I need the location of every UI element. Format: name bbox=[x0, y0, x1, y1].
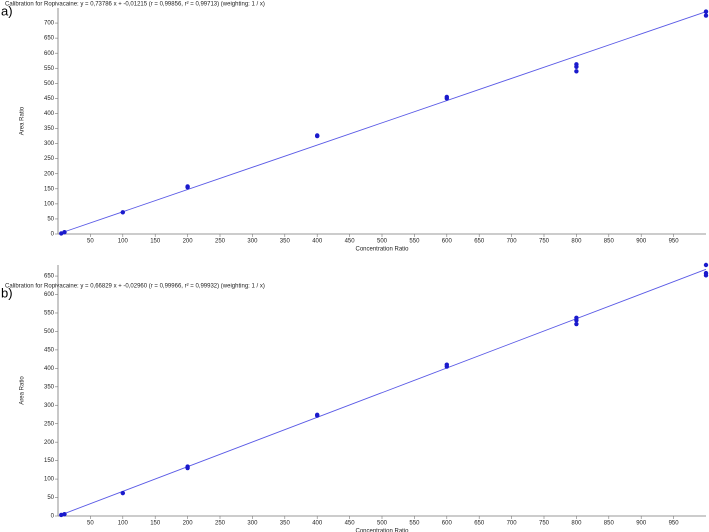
x-tick-label: 150 bbox=[150, 239, 161, 245]
x-tick-label: 800 bbox=[571, 239, 582, 245]
y-tick-label: 450 bbox=[44, 347, 55, 353]
x-tick-label: 700 bbox=[507, 521, 518, 527]
x-tick-label: 250 bbox=[215, 521, 226, 527]
data-point bbox=[703, 13, 709, 18]
x-tick-label: 800 bbox=[571, 521, 582, 527]
panel-label: b) bbox=[1, 285, 13, 300]
y-tick-label: 200 bbox=[44, 171, 55, 177]
y-tick-label: 250 bbox=[44, 421, 55, 427]
y-tick-label: 550 bbox=[44, 311, 55, 317]
x-tick-label: 650 bbox=[474, 239, 485, 245]
y-tick-label: 550 bbox=[44, 66, 55, 72]
x-tick-label: 850 bbox=[604, 239, 615, 245]
y-tick-label: 400 bbox=[44, 111, 55, 117]
x-tick-label: 350 bbox=[280, 521, 291, 527]
y-tick-label: 0 bbox=[51, 232, 55, 238]
y-tick-label: 100 bbox=[44, 477, 55, 483]
x-tick-label: 650 bbox=[474, 521, 485, 527]
x-tick-label: 100 bbox=[118, 239, 129, 245]
y-tick-label: 200 bbox=[44, 440, 55, 446]
y-tick-label: 150 bbox=[44, 186, 55, 192]
y-tick-label: 650 bbox=[44, 274, 55, 280]
x-tick-label: 900 bbox=[636, 239, 647, 245]
x-tick-label: 100 bbox=[118, 521, 129, 527]
x-tick-label: 950 bbox=[669, 521, 680, 527]
data-point bbox=[574, 321, 579, 327]
y-tick-label: 300 bbox=[44, 141, 55, 147]
y-axis-title: Area Ratio bbox=[20, 106, 26, 135]
x-tick-label: 350 bbox=[280, 239, 291, 245]
y-tick-label: 350 bbox=[44, 126, 55, 132]
y-tick-label: 500 bbox=[44, 81, 55, 87]
x-tick-label: 750 bbox=[539, 239, 550, 245]
y-tick-label: 100 bbox=[44, 201, 55, 207]
panel-label: a) bbox=[1, 3, 13, 18]
data-point bbox=[120, 490, 126, 496]
y-tick-label: 300 bbox=[44, 403, 55, 409]
data-point bbox=[703, 270, 709, 276]
y-tick-label: 150 bbox=[44, 458, 55, 464]
x-tick-label: 700 bbox=[507, 239, 518, 245]
x-tick-label: 600 bbox=[442, 521, 453, 527]
y-tick-label: 500 bbox=[44, 329, 55, 335]
x-tick-label: 550 bbox=[409, 239, 420, 245]
x-tick-label: 450 bbox=[345, 239, 356, 245]
x-tick-label: 600 bbox=[442, 239, 453, 245]
chart-title: Calibration for Ropivacaine: y = 0,73786… bbox=[5, 2, 265, 8]
y-tick-label: 50 bbox=[47, 495, 54, 501]
data-point bbox=[315, 412, 320, 418]
data-point bbox=[185, 464, 190, 469]
data-point bbox=[444, 362, 449, 367]
x-axis-title: Concentration Ratio bbox=[355, 529, 409, 532]
data-point bbox=[703, 9, 709, 14]
data-point bbox=[315, 133, 320, 138]
x-tick-label: 50 bbox=[87, 239, 94, 245]
y-tick-label: 350 bbox=[44, 384, 55, 390]
y-tick-label: 50 bbox=[47, 217, 54, 223]
x-tick-label: 850 bbox=[604, 521, 615, 527]
x-tick-label: 450 bbox=[345, 521, 356, 527]
x-tick-label: 400 bbox=[312, 239, 323, 245]
data-point bbox=[703, 262, 709, 268]
data-point bbox=[185, 184, 190, 189]
y-tick-label: 700 bbox=[44, 21, 55, 27]
data-point bbox=[574, 315, 579, 320]
x-tick-label: 250 bbox=[215, 239, 226, 245]
regression-line bbox=[61, 11, 707, 234]
y-axis-title: Area Ratio bbox=[20, 376, 26, 405]
chart-title: Calibration for Ropivacaine: y = 0,66829… bbox=[5, 284, 265, 290]
x-tick-label: 950 bbox=[669, 239, 680, 245]
y-tick-label: 600 bbox=[44, 292, 55, 298]
y-tick-label: 450 bbox=[44, 96, 55, 102]
x-tick-label: 400 bbox=[312, 521, 323, 527]
x-tick-label: 200 bbox=[183, 239, 194, 245]
y-tick-label: 400 bbox=[44, 366, 55, 372]
x-tick-label: 500 bbox=[377, 521, 388, 527]
x-tick-label: 550 bbox=[409, 521, 420, 527]
y-tick-label: 0 bbox=[51, 514, 55, 520]
x-tick-label: 900 bbox=[636, 521, 647, 527]
x-tick-label: 150 bbox=[150, 521, 161, 527]
y-tick-label: 650 bbox=[44, 36, 55, 42]
data-point bbox=[120, 210, 126, 215]
data-point bbox=[62, 229, 67, 235]
regression-line bbox=[61, 268, 707, 516]
y-tick-label: 250 bbox=[44, 156, 55, 162]
y-tick-label: 600 bbox=[44, 51, 55, 57]
x-tick-label: 300 bbox=[247, 239, 258, 245]
x-axis-title: Concentration Ratio bbox=[355, 247, 409, 253]
x-tick-label: 750 bbox=[539, 521, 550, 527]
data-point bbox=[62, 511, 67, 517]
x-tick-label: 500 bbox=[377, 239, 388, 245]
x-tick-label: 200 bbox=[183, 521, 194, 527]
data-point bbox=[444, 94, 449, 100]
data-point bbox=[574, 62, 579, 67]
data-point bbox=[574, 69, 579, 74]
x-tick-label: 300 bbox=[247, 521, 258, 527]
x-tick-label: 50 bbox=[87, 521, 94, 527]
